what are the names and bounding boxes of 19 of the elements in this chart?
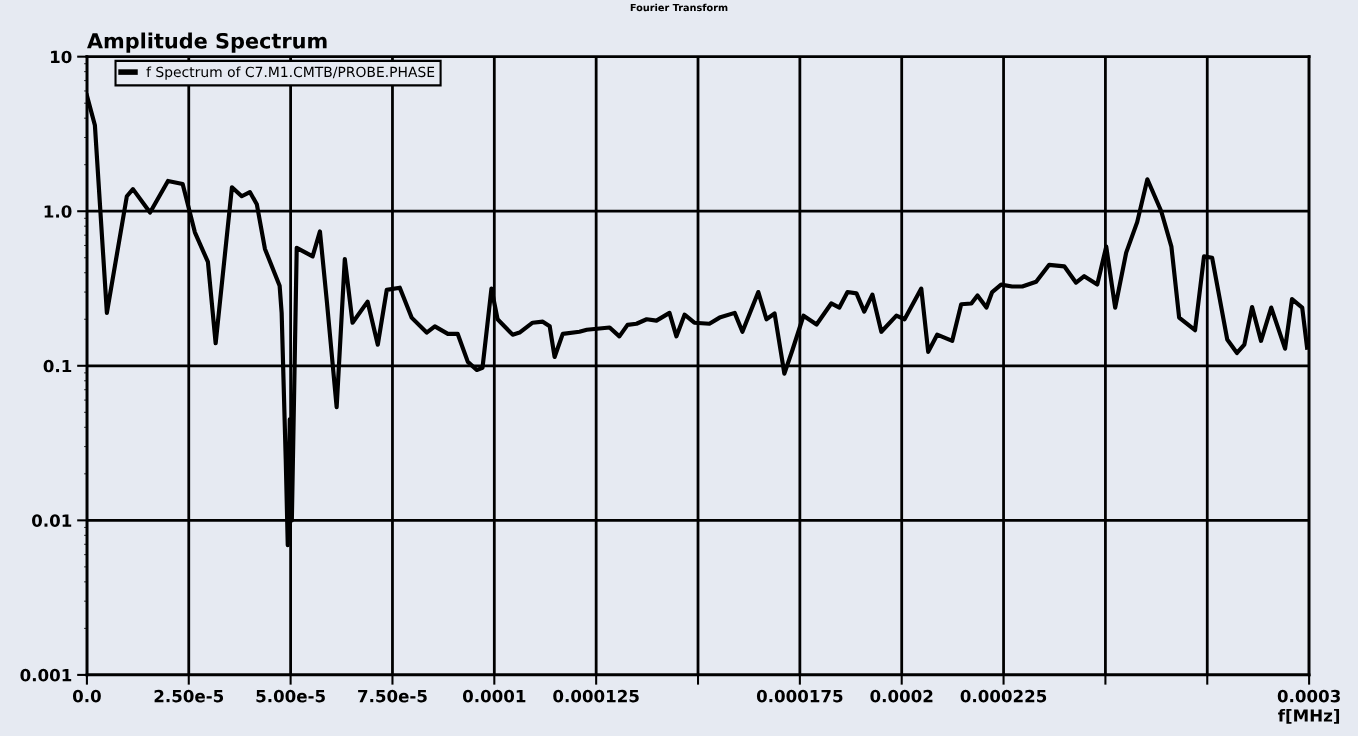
y-tick-label: 10 <box>51 50 72 64</box>
y-tick-label: 1.0 <box>44 205 72 218</box>
x-tick-label: 0.000225 <box>960 689 1047 703</box>
x-tick-label: 7.50e-5 <box>358 689 427 703</box>
x-tick-label: 0.000175 <box>756 689 843 703</box>
x-tick-label: 0.000125 <box>553 689 639 703</box>
x-tick-label: 0.0003 <box>1277 689 1340 703</box>
x-tick-label: 2.50e-5 <box>154 689 224 703</box>
x-axis-title: f[MHz] <box>1278 708 1340 724</box>
y-tick-label: 0.01 <box>32 514 72 527</box>
x-tick-label: 0.0002 <box>870 689 933 703</box>
x-tick-label: 0.0 <box>72 689 101 703</box>
legend-label: f Spectrum of C7.M1.CMTB/PROBE.PHASE <box>146 66 435 80</box>
x-tick-label: 5.00e-5 <box>256 689 325 703</box>
y-tick-label: 0.001 <box>20 668 72 682</box>
chart-title: Amplitude Spectrum <box>87 32 327 53</box>
y-tick-label: 0.1 <box>43 359 72 373</box>
x-tick-label: 0.0001 <box>462 689 526 703</box>
text: Fourier Transform <box>630 3 728 12</box>
